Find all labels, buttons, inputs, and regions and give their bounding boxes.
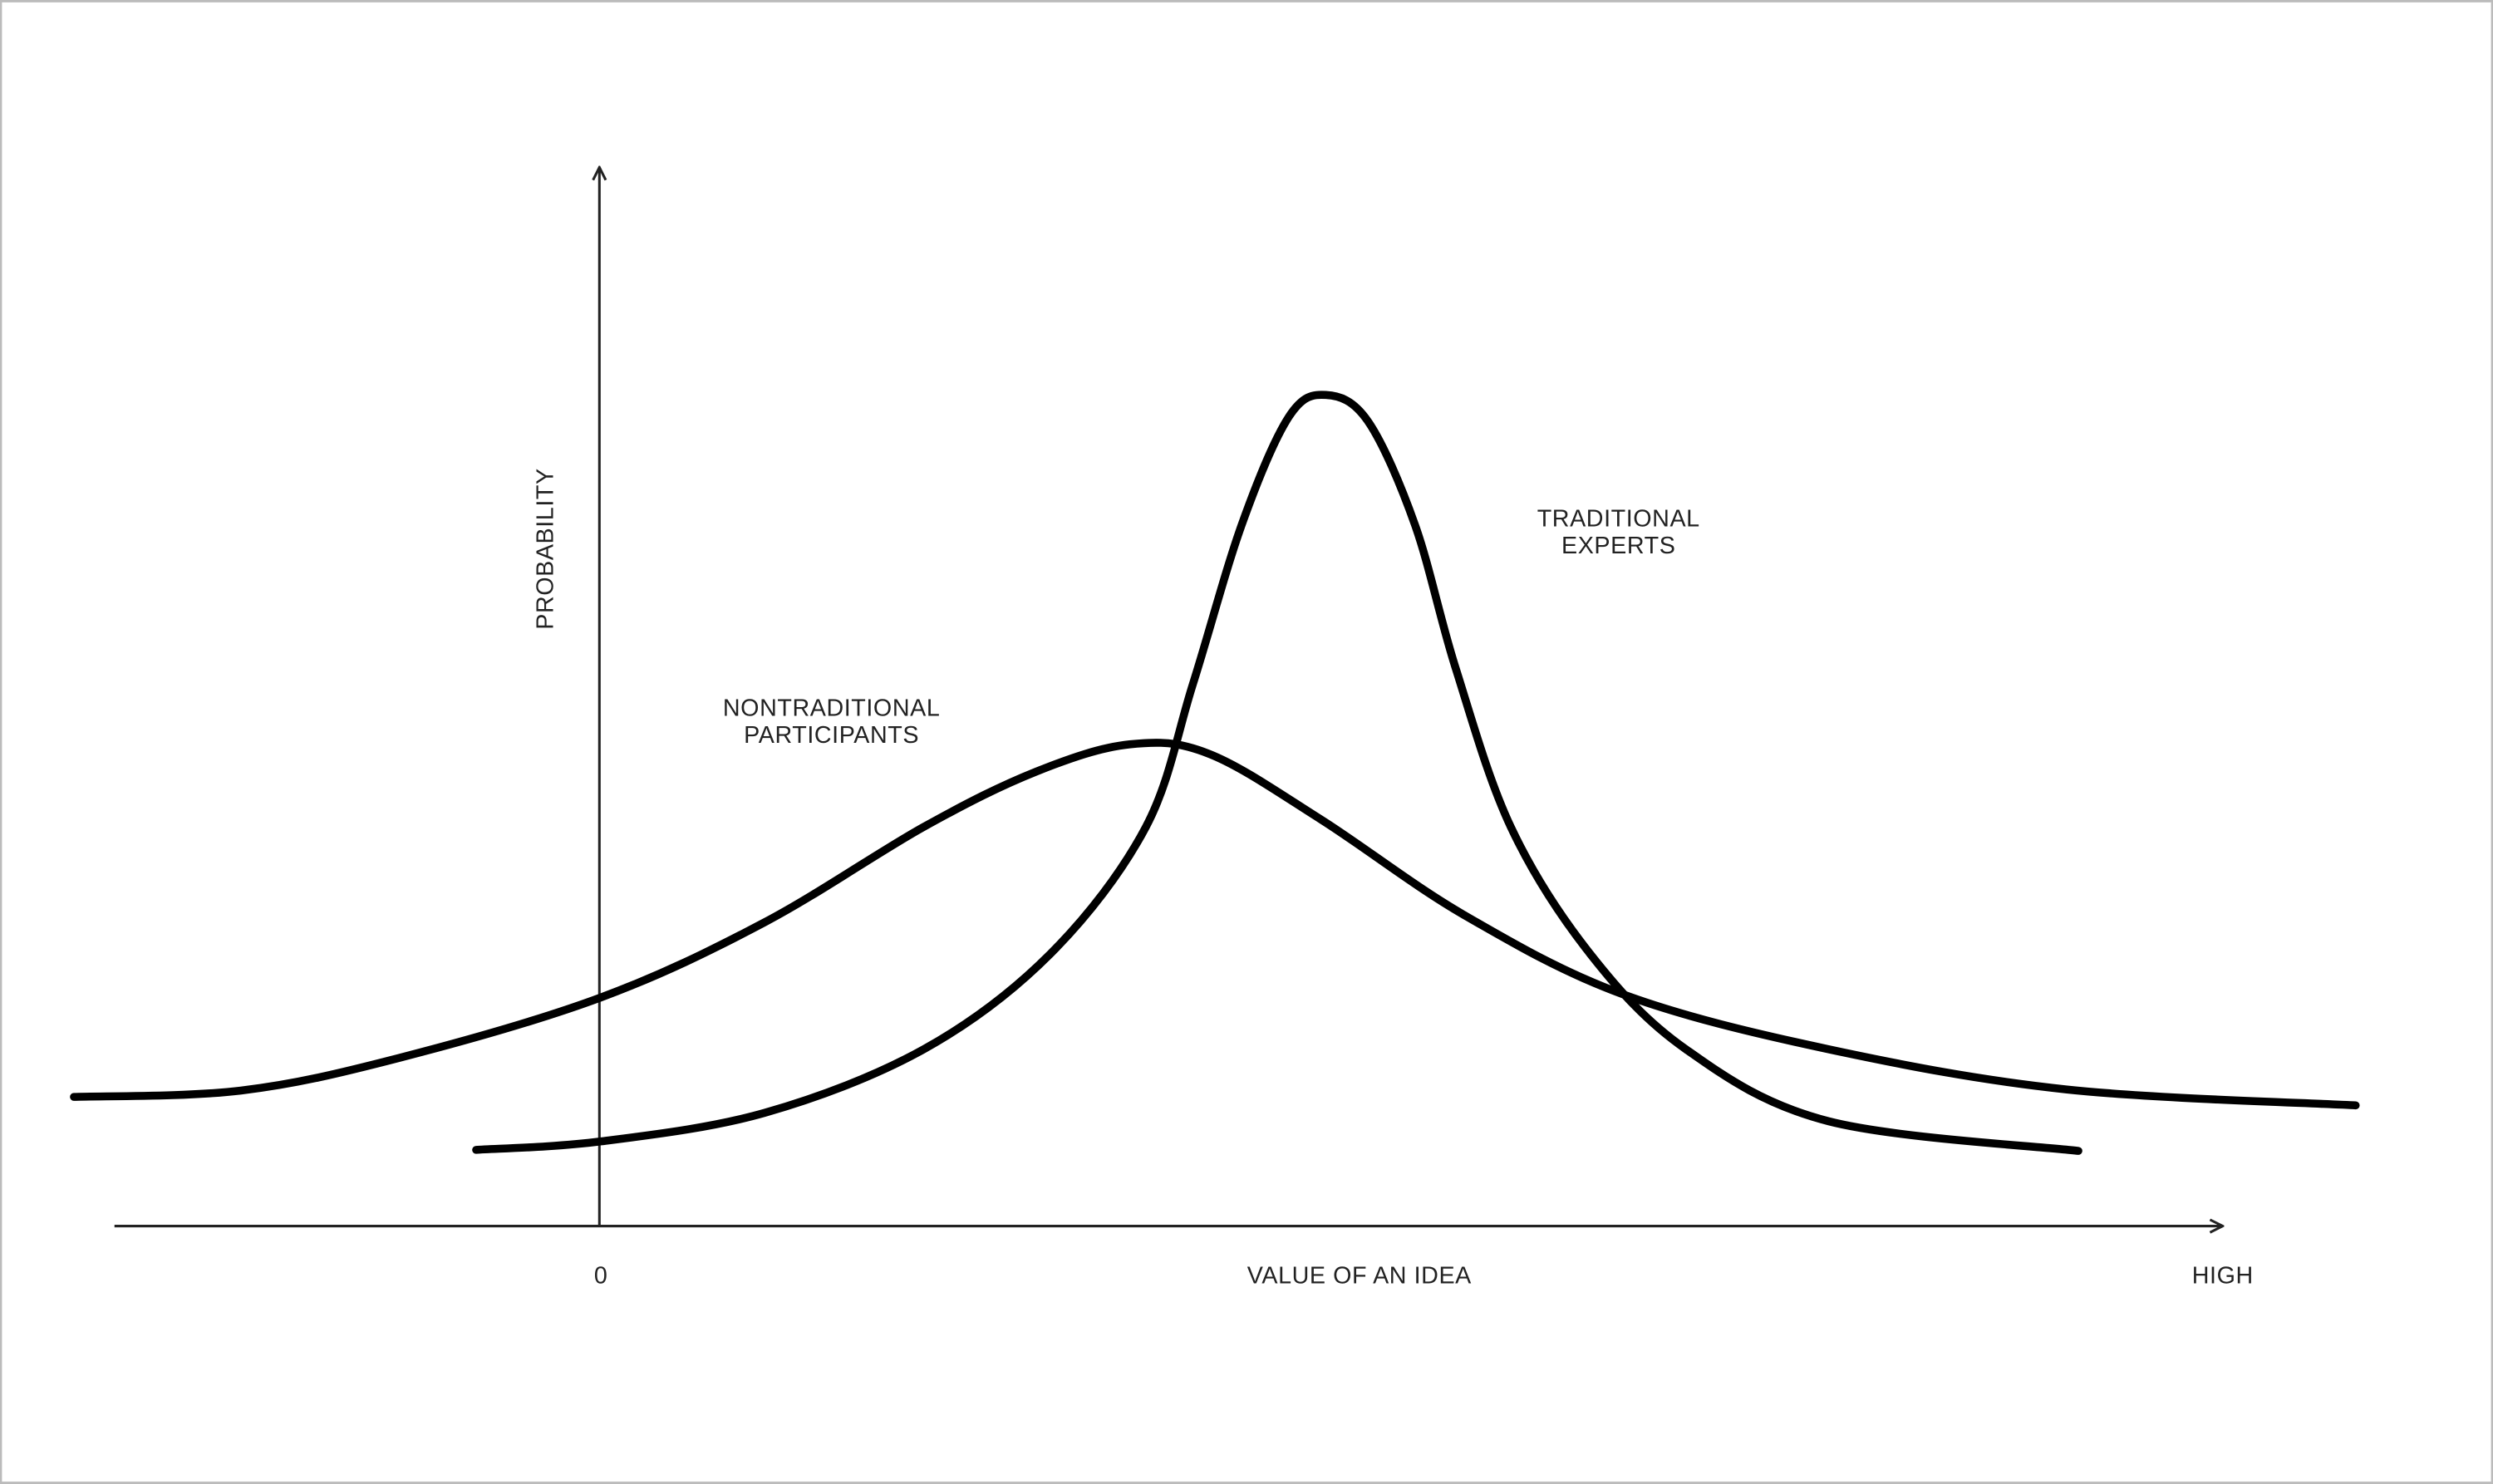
curve-label: TRADITIONAL	[1537, 506, 1700, 533]
x-tick-label: 0	[594, 1262, 608, 1289]
curve-label: NONTRADITIONAL	[723, 695, 940, 721]
curve-label: PARTICIPANTS	[744, 722, 919, 749]
curve	[70, 739, 2360, 1110]
x-axis-title: VALUE OF AN IDEA	[1247, 1262, 1472, 1289]
curve	[472, 391, 2082, 1155]
curve-label: EXPERTS	[1561, 533, 1675, 559]
x-tick-label: HIGH	[2192, 1262, 2254, 1289]
y-axis-title: PROBABILITY	[533, 468, 559, 629]
